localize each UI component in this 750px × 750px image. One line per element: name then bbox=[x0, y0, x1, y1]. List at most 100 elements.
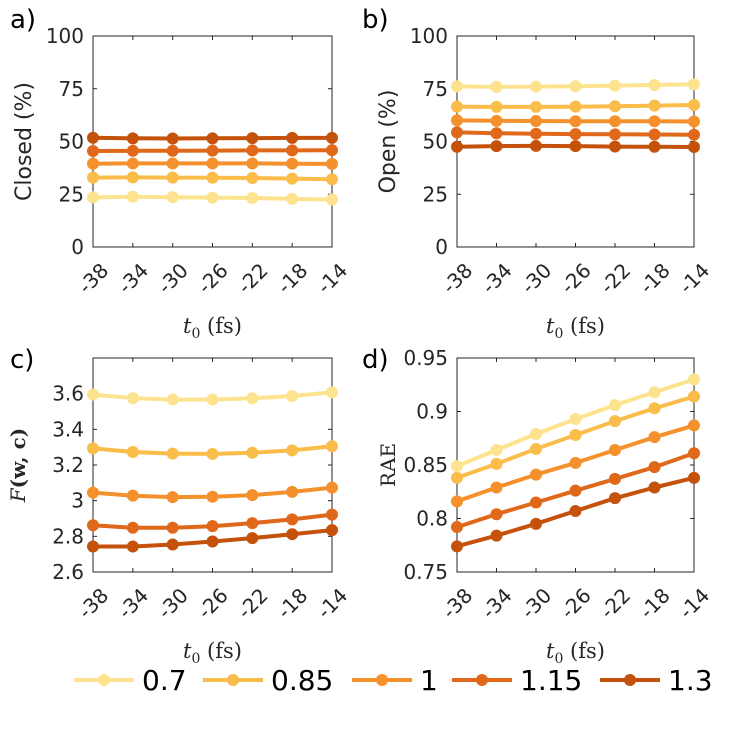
data-point-0-2-0 bbox=[87, 157, 99, 170]
data-point-1-3-6 bbox=[688, 128, 700, 141]
ytick-label-0-0: 0 bbox=[71, 235, 84, 259]
legend-entry-1: 0.85 bbox=[203, 664, 333, 697]
data-point-3-4-0 bbox=[451, 540, 463, 553]
panel-label-3: d) bbox=[362, 345, 389, 375]
data-point-0-3-4 bbox=[246, 144, 259, 157]
data-point-1-3-4 bbox=[609, 128, 621, 141]
x-axis-label-2: t0 (fs) bbox=[183, 639, 242, 667]
legend-label-2: 1 bbox=[420, 664, 438, 697]
xtick-label-3-4: -22 bbox=[595, 583, 635, 623]
ytick-label-1-3: 75 bbox=[423, 77, 448, 101]
legend-label-1: 0.85 bbox=[271, 664, 333, 697]
data-point-1-3-0 bbox=[451, 126, 463, 139]
data-point-2-0-6 bbox=[326, 386, 338, 399]
data-point-0-0-2 bbox=[166, 191, 179, 204]
data-point-3-2-0 bbox=[451, 495, 463, 508]
data-point-1-4-0 bbox=[451, 140, 463, 153]
data-point-2-3-4 bbox=[246, 517, 259, 530]
ytick-label-2-0: 2.6 bbox=[52, 560, 84, 584]
data-point-0-0-3 bbox=[206, 191, 219, 204]
data-point-0-0-4 bbox=[246, 192, 259, 205]
data-point-1-2-5 bbox=[648, 115, 661, 128]
xtick-label-1-2: -30 bbox=[516, 258, 556, 298]
data-point-3-4-4 bbox=[609, 492, 621, 505]
data-point-2-3-5 bbox=[286, 513, 299, 526]
y-axis-label-3: RAE bbox=[376, 443, 400, 487]
data-point-3-3-6 bbox=[688, 447, 700, 460]
panel-label-0: a) bbox=[10, 5, 36, 35]
data-point-1-1-3 bbox=[569, 100, 582, 113]
data-point-3-4-3 bbox=[569, 505, 582, 518]
data-point-1-2-1 bbox=[490, 114, 503, 127]
data-point-3-2-3 bbox=[569, 456, 582, 469]
data-point-2-1-6 bbox=[326, 440, 338, 453]
data-point-1-4-1 bbox=[490, 140, 503, 153]
data-point-1-0-6 bbox=[688, 78, 700, 91]
xtick-label-0-5: -18 bbox=[272, 258, 312, 298]
xtick-label-2-6: -14 bbox=[312, 583, 352, 623]
data-point-0-3-6 bbox=[326, 144, 338, 157]
data-point-1-1-5 bbox=[648, 99, 661, 112]
data-point-2-1-2 bbox=[166, 447, 179, 460]
data-point-1-2-0 bbox=[451, 114, 463, 127]
data-point-0-1-1 bbox=[126, 171, 139, 184]
ytick-label-1-4: 100 bbox=[410, 24, 448, 48]
data-point-0-4-6 bbox=[326, 131, 338, 144]
xtick-label-0-1: -34 bbox=[113, 258, 153, 298]
data-point-1-0-3 bbox=[569, 80, 582, 93]
xtick-label-3-5: -18 bbox=[635, 583, 675, 623]
data-point-0-1-4 bbox=[246, 172, 259, 185]
data-point-1-1-4 bbox=[609, 100, 621, 113]
data-point-3-0-4 bbox=[609, 399, 621, 412]
ytick-label-2-5: 3.6 bbox=[52, 382, 84, 406]
data-point-0-0-6 bbox=[326, 193, 338, 206]
panel-1: 0 25 50 75 100 -38 -34 -30 -26 -22 -18 -14 b) t0 (fs)… bbox=[362, 5, 714, 342]
legend-entry-0: 0.7 bbox=[74, 664, 187, 697]
data-point-2-0-1 bbox=[126, 392, 139, 405]
ytick-label-0-1: 25 bbox=[59, 182, 84, 206]
data-point-3-1-5 bbox=[648, 402, 661, 415]
data-point-3-2-5 bbox=[648, 431, 661, 444]
data-point-1-4-4 bbox=[609, 140, 621, 153]
data-point-2-2-5 bbox=[286, 485, 299, 498]
data-point-3-1-6 bbox=[688, 390, 700, 403]
data-point-3-2-1 bbox=[490, 481, 503, 494]
data-point-3-4-5 bbox=[648, 481, 661, 494]
data-point-2-4-2 bbox=[166, 538, 179, 551]
data-point-1-1-6 bbox=[688, 98, 700, 111]
ytick-label-2-2: 3 bbox=[71, 489, 84, 513]
data-point-3-1-1 bbox=[490, 457, 503, 470]
xtick-label-1-6: -14 bbox=[674, 258, 714, 298]
data-point-1-2-3 bbox=[569, 115, 582, 128]
data-point-3-0-2 bbox=[530, 427, 542, 440]
data-point-0-1-5 bbox=[286, 172, 299, 185]
legend-marker-4 bbox=[624, 674, 636, 686]
xtick-label-1-5: -18 bbox=[635, 258, 675, 298]
data-point-2-1-0 bbox=[87, 442, 99, 455]
data-point-3-1-2 bbox=[530, 442, 542, 455]
data-point-0-1-0 bbox=[87, 171, 99, 184]
panel-2: 2.6 2.8 3 3.2 3.4 3.6 -38 -34 -30 -26 -22 -18 -14 c) t… bbox=[6, 345, 352, 667]
data-point-0-4-3 bbox=[206, 132, 219, 145]
data-point-3-4-6 bbox=[688, 471, 700, 484]
data-point-2-0-2 bbox=[166, 393, 179, 406]
data-point-2-1-4 bbox=[246, 446, 259, 459]
data-point-0-4-5 bbox=[286, 131, 299, 144]
data-point-3-1-4 bbox=[609, 415, 621, 428]
data-point-0-4-1 bbox=[126, 132, 139, 145]
ytick-label-1-2: 50 bbox=[423, 130, 448, 154]
data-point-2-4-0 bbox=[87, 540, 99, 553]
data-point-3-0-6 bbox=[688, 373, 700, 386]
xtick-label-2-5: -18 bbox=[272, 583, 312, 623]
data-point-0-0-0 bbox=[87, 191, 99, 204]
xtick-label-2-3: -26 bbox=[193, 583, 233, 623]
data-point-1-3-5 bbox=[648, 128, 661, 141]
ytick-label-2-3: 3.2 bbox=[52, 453, 84, 477]
data-point-3-3-2 bbox=[530, 496, 542, 509]
data-point-3-3-5 bbox=[648, 461, 661, 474]
data-point-2-2-0 bbox=[87, 486, 99, 499]
data-point-0-1-6 bbox=[326, 173, 338, 186]
data-point-0-3-5 bbox=[286, 144, 299, 157]
data-point-0-0-5 bbox=[286, 192, 299, 205]
data-point-1-0-1 bbox=[490, 80, 503, 93]
